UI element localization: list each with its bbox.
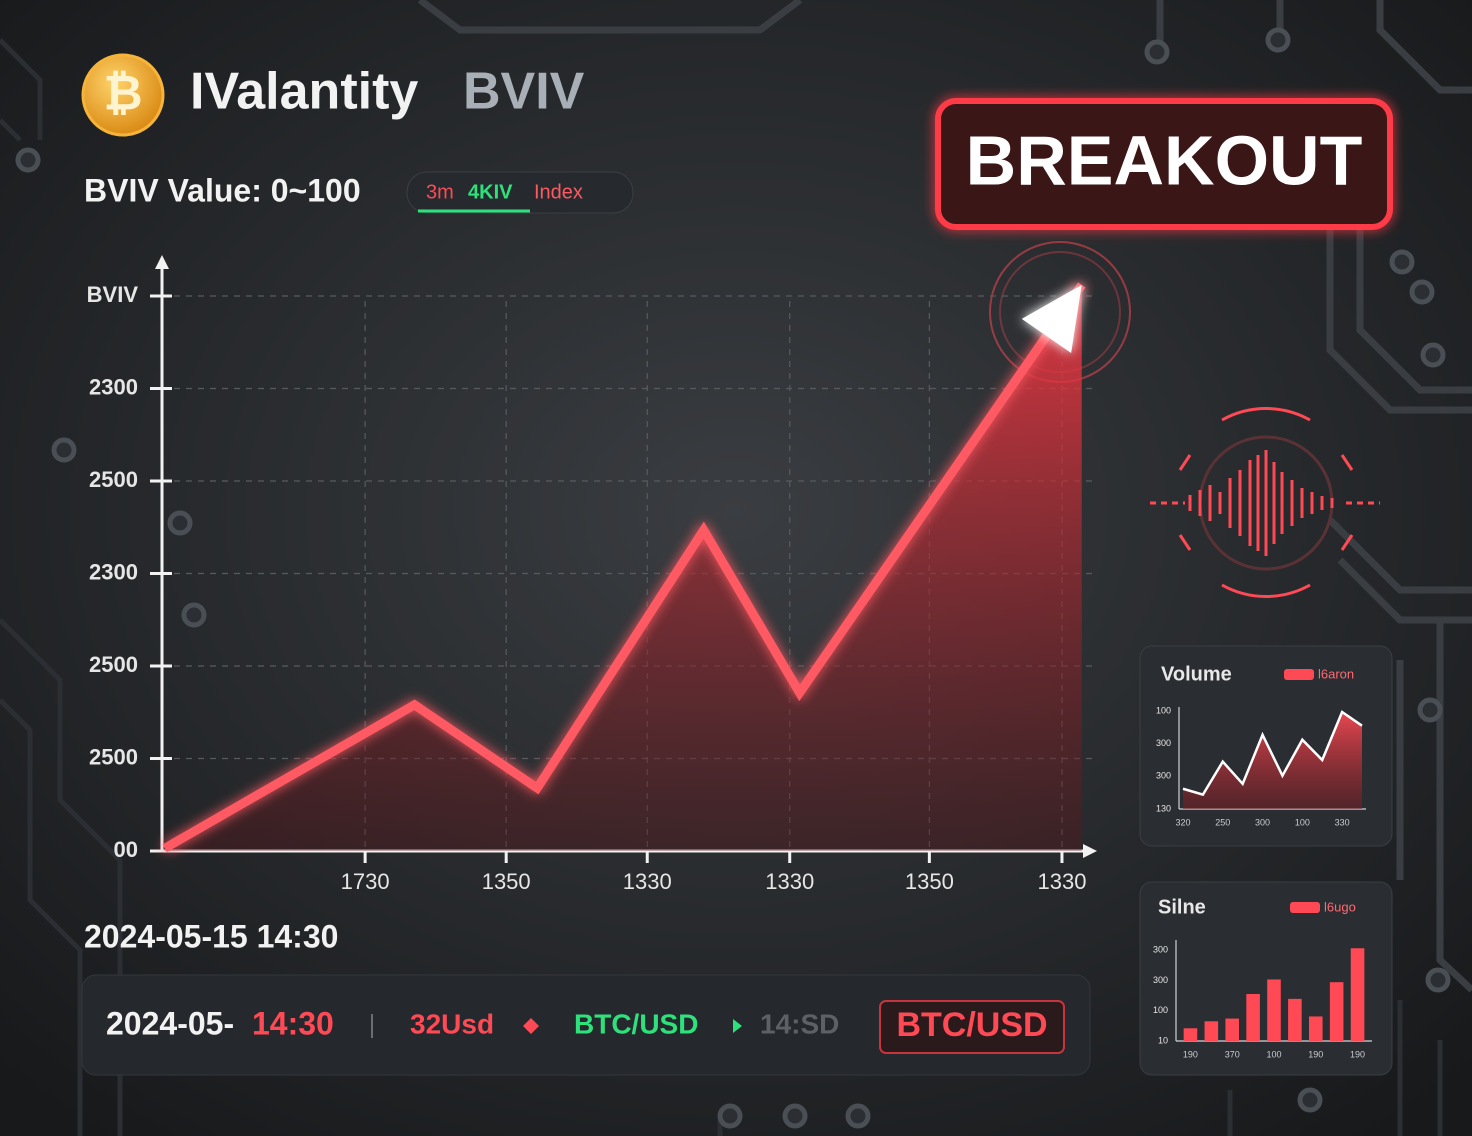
pulse-icon — [1150, 407, 1380, 598]
y-tick-label: 2500 — [89, 652, 138, 677]
x-tick-label: 1350 — [905, 869, 954, 894]
x-tick-label: 1330 — [1037, 869, 1086, 894]
tab[interactable]: 3m — [426, 181, 454, 203]
x-tick-label: 190 — [1350, 1049, 1365, 1059]
main-chart: 00 2500 2500 2300 2500 2300 BVIV 1730 1350 1330 13… — [87, 255, 1097, 894]
y-tick-label: 2500 — [89, 467, 138, 492]
y-tick-label: 00 — [114, 837, 138, 862]
header: ₿ IValantity BVIV BVIV Value: 0~100 3m 4… — [81, 53, 634, 214]
x-tick-label: 330 — [1335, 817, 1350, 827]
x-tick-label: 300 — [1255, 817, 1270, 827]
tab[interactable]: 4KIV — [468, 181, 513, 203]
area — [1183, 711, 1362, 809]
x-tick-label: 1350 — [482, 869, 531, 894]
x-tick-label: 1730 — [341, 869, 390, 894]
app-title: IValantity — [190, 63, 418, 121]
y-tick-label: 300 — [1156, 771, 1171, 781]
ticker: BVIV — [463, 63, 585, 121]
badge-frame — [935, 98, 1393, 230]
bar — [1267, 979, 1281, 1041]
logo-symbol: ₿ — [103, 68, 142, 121]
y-tick-label: BVIV — [87, 282, 139, 307]
play-icon — [733, 1019, 742, 1033]
y-axis-arrow — [155, 255, 169, 269]
y-tick-label: 100 — [1156, 705, 1171, 715]
status-rate: 14:SD — [760, 1008, 839, 1039]
status-bar: 2024-05- 14:30 32Usd BTC/USD 14:SD BTC/U… — [81, 974, 1091, 1076]
subtitle: BVIV Value: 0~100 — [84, 172, 361, 208]
status-time: 14:30 — [252, 1005, 334, 1041]
arrow-head — [1021, 284, 1082, 353]
breakout-badge: BREAKOUT — [935, 98, 1393, 230]
y-tick-label: 130 — [1156, 803, 1171, 813]
x-tick-label: 100 — [1266, 1049, 1281, 1059]
x-tick-label: 370 — [1225, 1049, 1240, 1059]
x-tick-label: 1330 — [623, 869, 672, 894]
bar — [1308, 1016, 1323, 1041]
pair-button-label[interactable]: BTC/USD — [896, 1006, 1047, 1044]
bar — [1246, 994, 1260, 1041]
status-pair: BTC/USD — [574, 1008, 698, 1039]
x-tick-label: 100 — [1295, 817, 1310, 827]
tab[interactable]: Index — [534, 181, 583, 203]
panel-title: Silne — [1158, 896, 1206, 918]
line — [1182, 710, 1363, 797]
bar — [1350, 948, 1365, 1041]
bar — [1288, 998, 1302, 1041]
sine-panel — [1139, 881, 1393, 1076]
bitcoin-logo — [81, 53, 165, 137]
y-tick-label: 300 — [1153, 975, 1168, 985]
area — [164, 284, 1082, 851]
y-tick-label: 10 — [1158, 1035, 1168, 1045]
x-tick-label: 320 — [1175, 817, 1190, 827]
y-tick-label: 2300 — [89, 559, 138, 584]
diamond-icon — [523, 1018, 539, 1034]
legend-label: l6ugo — [1324, 899, 1356, 914]
panel-title: Volume — [1161, 663, 1232, 685]
tab-bar — [406, 171, 634, 214]
badge-text: BREAKOUT — [966, 121, 1363, 199]
sine-chart: Silne l6ugo 10 100 300 300 190 370 100 190 190 — [1153, 896, 1372, 1059]
y-tick-label: 300 — [1156, 738, 1171, 748]
x-tick-label: 1330 — [765, 869, 814, 894]
bar — [1183, 1028, 1198, 1041]
y-tick-label: 2500 — [89, 744, 138, 769]
pair-button[interactable] — [879, 1000, 1065, 1054]
y-tick-label: 2300 — [89, 374, 138, 399]
y-tick-label: 300 — [1153, 944, 1168, 954]
timestamp: 2024-05-15 14:30 — [84, 918, 338, 954]
legend-label: l6aron — [1318, 666, 1354, 681]
bar — [1225, 1018, 1240, 1041]
x-axis-arrow — [1083, 844, 1097, 858]
legend-swatch — [1284, 669, 1314, 680]
bar — [1329, 982, 1344, 1041]
y-tick-label: 100 — [1153, 1005, 1168, 1015]
x-tick-label: 190 — [1183, 1049, 1198, 1059]
status-panel — [81, 974, 1091, 1076]
volume-chart: Volume l6aron 130 300 300 100 320 250 300 100 330 — [1156, 663, 1366, 827]
x-tick-label: 190 — [1308, 1049, 1323, 1059]
status-date: 2024-05- — [106, 1005, 234, 1041]
x-tick-label: 250 — [1215, 817, 1230, 827]
line — [162, 282, 1086, 853]
legend-swatch — [1290, 902, 1320, 913]
status-amount: 32Usd — [410, 1008, 494, 1039]
bar — [1204, 1021, 1219, 1041]
